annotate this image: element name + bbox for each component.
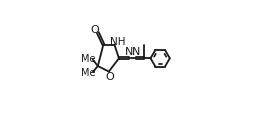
Text: Me: Me — [82, 54, 96, 64]
Text: NH: NH — [110, 37, 125, 47]
Text: O: O — [91, 25, 100, 35]
Text: N: N — [125, 47, 133, 57]
Text: O: O — [106, 72, 114, 82]
Text: Me: Me — [82, 68, 96, 78]
Text: N: N — [132, 47, 141, 57]
